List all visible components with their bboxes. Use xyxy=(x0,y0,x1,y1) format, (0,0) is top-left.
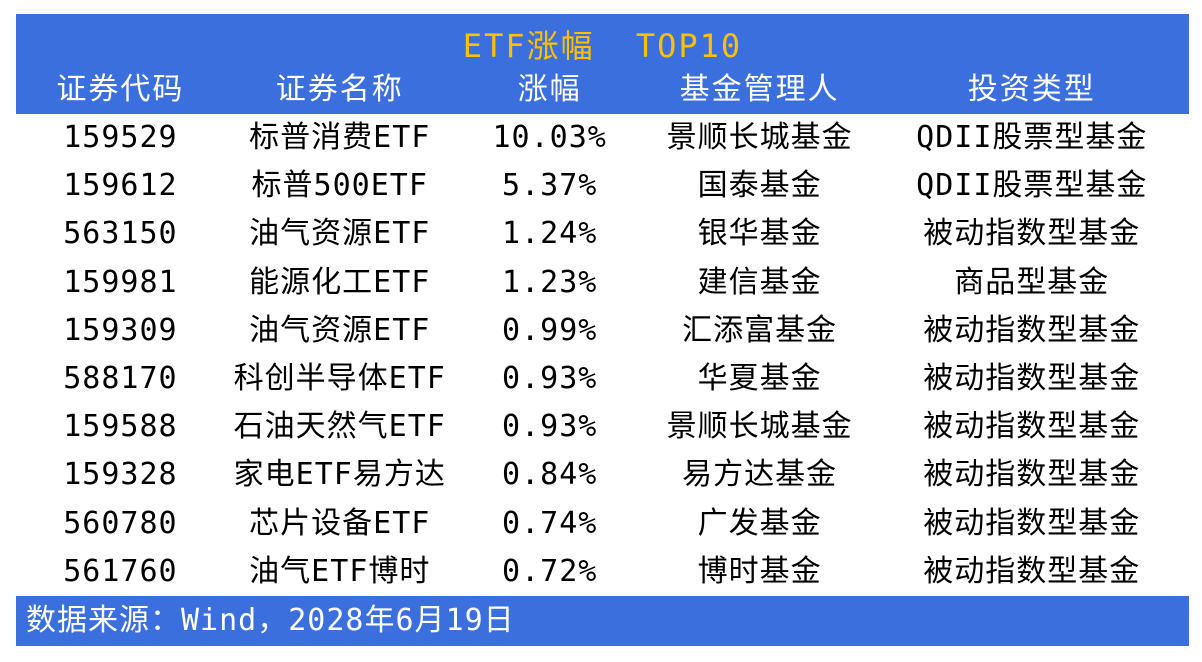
cell-manager: 博时基金 xyxy=(697,553,822,589)
cell-type: 被动指数型基金 xyxy=(923,360,1141,396)
cell-code: 159981 xyxy=(63,264,178,300)
table-row: 560780 芯片设备ETF 0.74% 广发基金 被动指数型基金 xyxy=(16,500,1189,548)
source-footer: 数据来源：Wind，2028年6月19日 xyxy=(16,595,1189,646)
source-text: 数据来源：Wind，2028年6月19日 xyxy=(26,602,515,638)
cell-manager: 银华基金 xyxy=(697,216,822,252)
cell-name: 家电ETF易方达 xyxy=(233,457,446,493)
table-row: 159588 石油天然气ETF 0.93% 景顺长城基金 被动指数型基金 xyxy=(16,403,1189,451)
cell-change: 0.93% xyxy=(502,360,598,396)
cell-manager: 建信基金 xyxy=(697,264,822,300)
cell-name: 油气资源ETF xyxy=(249,312,431,348)
cell-name: 石油天然气ETF xyxy=(233,409,446,445)
cell-manager: 国泰基金 xyxy=(697,168,822,204)
cell-manager: 广发基金 xyxy=(697,505,822,541)
table-row: 588170 科创半导体ETF 0.93% 华夏基金 被动指数型基金 xyxy=(16,355,1189,403)
cell-manager: 景顺长城基金 xyxy=(666,409,853,445)
cell-manager: 汇添富基金 xyxy=(682,312,838,348)
cell-type: QDII股票型基金 xyxy=(916,168,1148,204)
cell-code: 561760 xyxy=(63,553,178,589)
table-row: 561760 油气ETF博时 0.72% 博时基金 被动指数型基金 xyxy=(16,548,1189,596)
column-header-code: 证券代码 xyxy=(56,72,185,107)
cell-type: 商品型基金 xyxy=(954,264,1110,300)
cell-change: 0.74% xyxy=(502,505,598,541)
cell-name: 芯片设备ETF xyxy=(249,505,431,541)
table-row: 159981 能源化工ETF 1.23% 建信基金 商品型基金 xyxy=(16,259,1189,307)
cell-code: 588170 xyxy=(63,360,178,396)
cell-change: 1.23% xyxy=(502,264,598,300)
cell-change: 0.93% xyxy=(502,409,598,445)
cell-manager: 华夏基金 xyxy=(697,360,822,396)
cell-code: 159529 xyxy=(63,120,178,155)
table-row: 159328 家电ETF易方达 0.84% 易方达基金 被动指数型基金 xyxy=(16,451,1189,499)
cell-manager: 景顺长城基金 xyxy=(666,120,853,155)
cell-type: 被动指数型基金 xyxy=(923,312,1141,348)
cell-type: 被动指数型基金 xyxy=(923,409,1141,445)
cell-change: 10.03% xyxy=(492,120,607,155)
table-row: 563150 油气资源ETF 1.24% 银华基金 被动指数型基金 xyxy=(16,210,1189,258)
cell-change: 0.84% xyxy=(502,457,598,493)
cell-change: 5.37% xyxy=(502,168,598,204)
etf-top10-table: ETF涨幅 TOP10 证券代码 证券名称 涨幅 基金管理人 投资类型 1595… xyxy=(16,14,1189,646)
cell-name: 标普500ETF xyxy=(251,168,428,204)
table-row: 159309 油气资源ETF 0.99% 汇添富基金 被动指数型基金 xyxy=(16,307,1189,355)
cell-name: 科创半导体ETF xyxy=(233,360,446,396)
table-body: 159529 标普消费ETF 10.03% 景顺长城基金 QDII股票型基金 159612… xyxy=(16,114,1189,596)
cell-code: 159588 xyxy=(63,409,178,445)
cell-type: 被动指数型基金 xyxy=(923,216,1141,252)
table-header: ETF涨幅 TOP10 证券代码 证券名称 涨幅 基金管理人 投资类型 xyxy=(16,14,1189,114)
cell-name: 标普消费ETF xyxy=(249,120,431,155)
cell-code: 159328 xyxy=(63,457,178,493)
column-header-name: 证券名称 xyxy=(275,72,404,107)
cell-type: 被动指数型基金 xyxy=(923,457,1141,493)
cell-change: 1.24% xyxy=(502,216,598,252)
cell-change: 0.72% xyxy=(502,553,598,589)
cell-manager: 易方达基金 xyxy=(682,457,838,493)
table-title: ETF涨幅 TOP10 xyxy=(462,27,743,65)
cell-code: 159309 xyxy=(63,312,178,348)
column-header-type: 投资类型 xyxy=(967,72,1096,107)
cell-name: 油气资源ETF xyxy=(249,216,431,252)
table-row: 159529 标普消费ETF 10.03% 景顺长城基金 QDII股票型基金 xyxy=(16,114,1189,162)
cell-type: 被动指数型基金 xyxy=(923,505,1141,541)
column-header-row: 证券代码 证券名称 涨幅 基金管理人 投资类型 xyxy=(16,72,1189,114)
cell-code: 563150 xyxy=(63,216,178,252)
cell-name: 油气ETF博时 xyxy=(249,553,431,589)
cell-type: 被动指数型基金 xyxy=(923,553,1141,589)
cell-code: 159612 xyxy=(63,168,178,204)
column-header-change: 涨幅 xyxy=(517,72,582,107)
column-header-manager: 基金管理人 xyxy=(679,72,840,107)
table-row: 159612 标普500ETF 5.37% 国泰基金 QDII股票型基金 xyxy=(16,162,1189,210)
cell-code: 560780 xyxy=(63,505,178,541)
cell-name: 能源化工ETF xyxy=(249,264,431,300)
cell-change: 0.99% xyxy=(502,312,598,348)
cell-type: QDII股票型基金 xyxy=(916,120,1148,155)
